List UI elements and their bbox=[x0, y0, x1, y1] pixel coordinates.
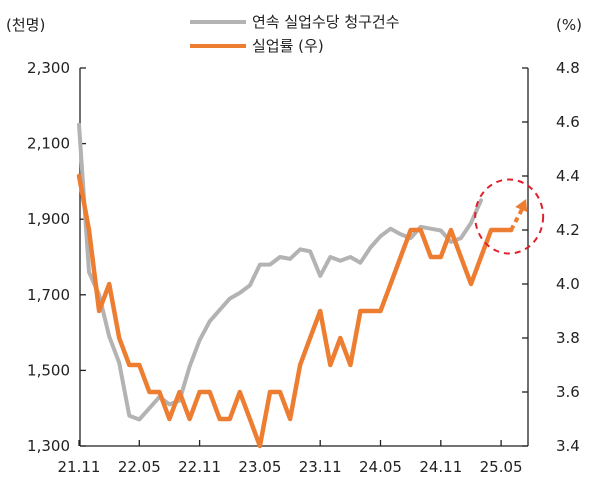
right-tick-label: 4.4 bbox=[556, 167, 580, 185]
highlight-circle bbox=[474, 178, 545, 255]
left-tick-label: 1,500 bbox=[27, 361, 70, 379]
x-tick-label: 23.05 bbox=[238, 458, 281, 476]
left-tick-label: 2,100 bbox=[27, 135, 70, 153]
right-tick-label: 4.2 bbox=[556, 221, 580, 239]
right-tick-label: 4.0 bbox=[556, 275, 580, 293]
left-tick-label: 1,900 bbox=[27, 210, 70, 228]
series-line-unemployment bbox=[76, 173, 514, 449]
x-tick-label: 24.11 bbox=[419, 458, 462, 476]
x-tick-label: 22.11 bbox=[178, 458, 221, 476]
right-tick-label: 3.8 bbox=[556, 329, 580, 347]
series-line-claims bbox=[77, 122, 483, 422]
left-tick-label: 1,700 bbox=[27, 286, 70, 304]
right-tick-label: 3.4 bbox=[556, 437, 580, 455]
x-tick-label: 21.11 bbox=[58, 458, 101, 476]
right-tick-label: 3.6 bbox=[556, 383, 580, 401]
x-tick-label: 22.05 bbox=[118, 458, 161, 476]
legend-label-claims: 연속 실업수당 청구건수 bbox=[252, 13, 400, 31]
right-axis-unit: (%) bbox=[556, 16, 582, 34]
projection-arrow-head bbox=[515, 199, 528, 212]
right-tick-label: 4.8 bbox=[556, 59, 580, 77]
x-tick-label: 24.05 bbox=[359, 458, 402, 476]
left-axis-unit: (천명) bbox=[6, 16, 45, 34]
x-tick-label: 23.11 bbox=[299, 458, 342, 476]
left-tick-label: 1,300 bbox=[27, 437, 70, 455]
right-tick-label: 4.6 bbox=[556, 113, 580, 131]
x-tick-label: 25.05 bbox=[480, 458, 523, 476]
legend-label-unemployment: 실업률 (우) bbox=[252, 37, 324, 55]
projection-arrow-shaft bbox=[509, 208, 524, 231]
left-tick-label: 2,300 bbox=[27, 59, 70, 77]
legend: 연속 실업수당 청구건수 실업률 (우) bbox=[190, 13, 400, 55]
